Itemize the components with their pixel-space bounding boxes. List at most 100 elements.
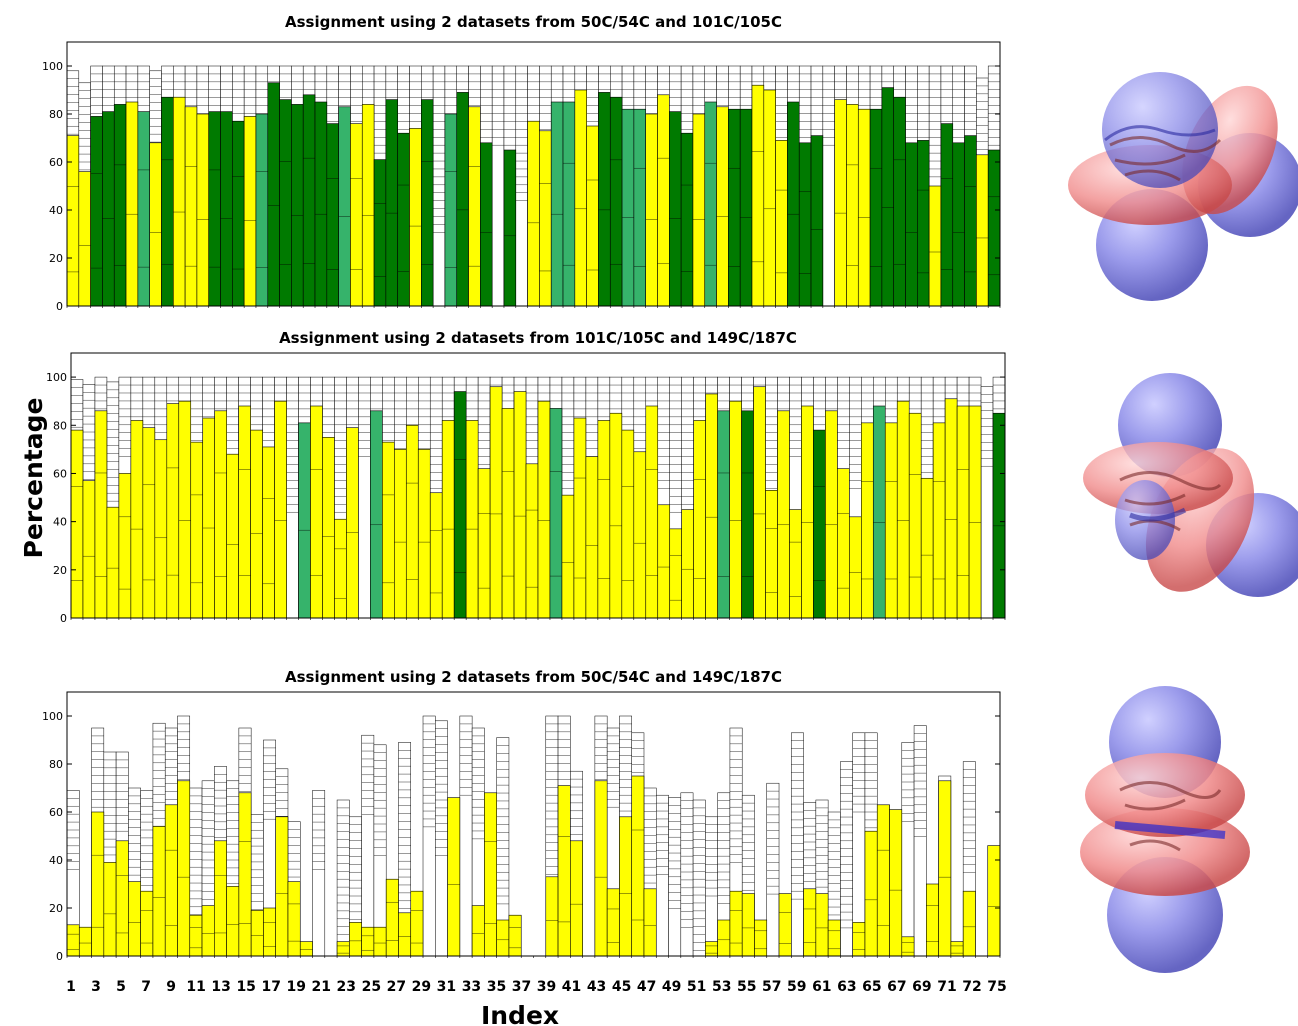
bar: [633, 108, 646, 307]
bar: [190, 441, 204, 619]
bar: [350, 123, 363, 307]
chart-title: Assignment using 2 datasets from 50C/54C…: [285, 13, 782, 31]
bar: [484, 792, 497, 957]
bar: [938, 780, 952, 957]
x-tick-label: 21: [312, 979, 331, 995]
bar: [453, 391, 467, 619]
bar: [631, 775, 645, 957]
bar: [346, 427, 359, 619]
x-tick-label: 49: [662, 979, 681, 995]
bar: [291, 104, 304, 307]
bar: [657, 504, 671, 619]
bar: [310, 405, 323, 619]
y-tick-label: 20: [53, 564, 67, 577]
bar: [70, 429, 84, 619]
bar: [657, 94, 670, 307]
bar: [869, 108, 883, 307]
x-tick-label: 33: [462, 979, 481, 995]
bar: [763, 89, 776, 307]
bar: [976, 154, 989, 307]
bar: [810, 135, 824, 307]
bar: [952, 142, 965, 307]
bar: [232, 120, 245, 307]
bar: [456, 92, 469, 307]
bar: [717, 410, 730, 619]
bar: [394, 449, 407, 619]
bar: [987, 845, 1001, 957]
outline-bar: [766, 782, 780, 957]
bar: [275, 816, 289, 957]
bar: [585, 456, 599, 619]
bar: [336, 941, 350, 957]
bar: [815, 893, 829, 957]
bar: [128, 881, 141, 957]
bar: [570, 840, 583, 957]
bar: [397, 132, 410, 307]
x-tick-label: 59: [787, 979, 806, 995]
x-tick-label: 71: [937, 979, 956, 995]
x-tick-label: 75: [987, 979, 1006, 995]
bar: [741, 893, 755, 957]
bar: [140, 890, 154, 957]
x-tick-label: 29: [412, 979, 431, 995]
bar: [385, 99, 398, 307]
bar: [956, 405, 970, 619]
bar: [729, 400, 742, 619]
outline-bar: [422, 715, 436, 957]
bar: [189, 914, 203, 957]
x-tick-label: 39: [537, 979, 556, 995]
bar: [962, 890, 976, 957]
bar: [586, 125, 599, 307]
bar: [574, 89, 587, 307]
x-tick-label: 45: [612, 979, 631, 995]
bar: [314, 101, 328, 307]
bar: [926, 883, 939, 957]
bar: [279, 99, 292, 307]
bar: [905, 142, 918, 307]
y-tick-label: 60: [53, 467, 67, 480]
x-tick-label: 41: [562, 979, 581, 995]
bar: [172, 96, 186, 307]
bar: [477, 468, 491, 619]
outline-bar: [358, 376, 371, 619]
bar: [409, 128, 422, 307]
bar: [250, 910, 264, 957]
bar: [267, 82, 280, 307]
bar: [322, 437, 335, 619]
bar: [609, 96, 623, 307]
bar: [382, 441, 395, 619]
bar: [287, 881, 301, 957]
bar: [226, 886, 240, 957]
bar: [326, 123, 339, 307]
bar: [338, 106, 351, 307]
x-tick-label: 1: [66, 979, 76, 995]
bar: [908, 412, 922, 619]
outline-bar: [680, 792, 694, 957]
bar: [968, 405, 982, 619]
bar: [508, 914, 522, 957]
bar: [813, 429, 826, 619]
molecule-image-1: [1068, 72, 1298, 301]
outline-bar: [656, 794, 669, 957]
bar: [405, 424, 419, 619]
x-tick-label: 7: [141, 979, 151, 995]
bar: [597, 420, 611, 619]
bar: [262, 446, 275, 619]
bar: [928, 185, 942, 307]
bar: [465, 420, 479, 619]
bar: [238, 405, 251, 619]
bar: [255, 113, 269, 307]
x-tick-label: 11: [186, 979, 205, 995]
outline-bar: [822, 65, 835, 307]
bar: [693, 420, 706, 619]
x-tick-label: 55: [737, 979, 756, 995]
outline-bar: [435, 720, 448, 957]
outline-bar: [336, 799, 350, 957]
bar: [798, 142, 812, 307]
bar: [501, 408, 515, 619]
outline-bar: [901, 742, 915, 957]
x-tick-label: 9: [166, 979, 176, 995]
chart-panel-3: Assignment using 2 datasets from 50C/54C…: [42, 668, 1001, 963]
x-tick-label: 35: [487, 979, 506, 995]
outline-bar: [459, 715, 473, 957]
